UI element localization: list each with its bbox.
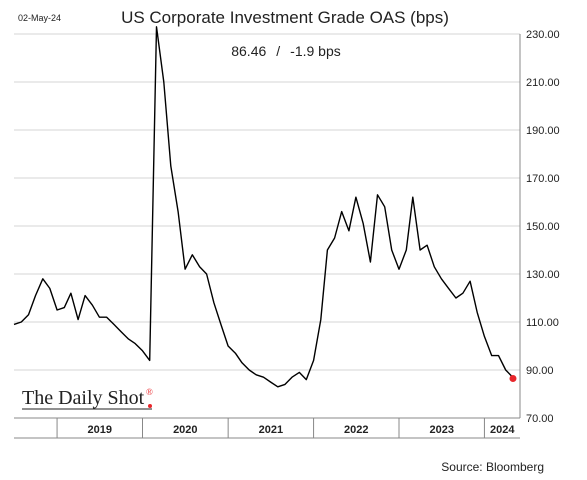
x-tick-label: 2024 [490,424,515,436]
y-tick-label: 170.00 [526,173,560,185]
change-value: -1.9 bps [290,43,341,59]
y-tick-label: 190.00 [526,125,560,137]
source-note: Source: Bloomberg [441,460,544,474]
y-tick-label: 130.00 [526,269,560,281]
date-stamp: 02-May-24 [18,13,61,23]
y-tick-label: 70.00 [526,413,554,425]
x-axis: 2019 2020 2021 2022 2023 2024 [56,418,515,438]
value-readout: 86.46 / -1.9 bps [231,43,341,59]
y-tick-label: 210.00 [526,77,560,89]
y-tick-label: 90.00 [526,365,554,377]
last-point-marker [509,374,517,382]
x-tick-label: 2021 [259,424,283,436]
x-tick-label: 2019 [88,424,112,436]
logo-mark: ® [146,387,153,397]
current-value: 86.46 [231,43,266,59]
series-line [13,26,514,388]
y-tick-label: 230.00 [526,29,560,41]
x-tick-label: 2020 [173,424,197,436]
x-tick-label: 2022 [344,424,368,436]
grid-lines [14,33,520,371]
chart-title: US Corporate Investment Grade OAS (bps) [121,8,449,27]
logo-text: The Daily Shot [22,387,145,409]
x-tick-label: 2023 [429,424,453,436]
y-tick-label: 150.00 [526,221,560,233]
y-axis: 70.00 90.00 110.00 130.00 150.00 170.00 190.00… [526,29,560,425]
y-tick-label: 110.00 [526,317,559,329]
logo-dot [148,404,152,408]
readout-separator: / [276,43,280,59]
